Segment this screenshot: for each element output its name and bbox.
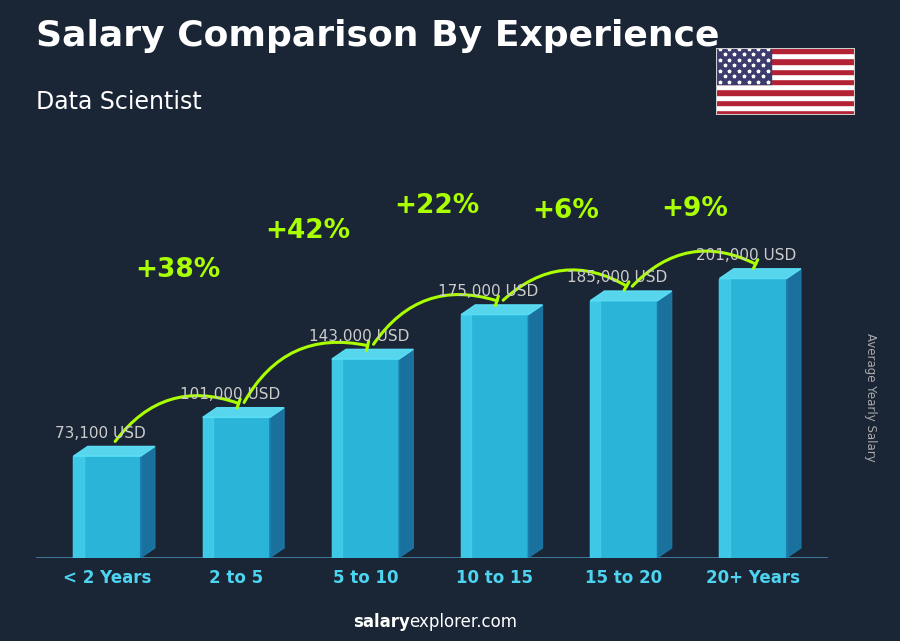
Polygon shape (74, 446, 155, 456)
Text: Data Scientist: Data Scientist (36, 90, 202, 113)
Text: +6%: +6% (532, 198, 599, 224)
Bar (716, 79, 855, 85)
Bar (590, 301, 600, 558)
Text: salary: salary (353, 613, 410, 631)
Polygon shape (270, 408, 284, 558)
Bar (716, 95, 855, 100)
Bar (332, 359, 399, 558)
Text: Salary Comparison By Experience: Salary Comparison By Experience (36, 19, 719, 53)
Bar (716, 105, 855, 110)
Polygon shape (658, 291, 671, 558)
Text: 101,000 USD: 101,000 USD (180, 387, 280, 402)
Text: explorer.com: explorer.com (410, 613, 518, 631)
Polygon shape (528, 305, 543, 558)
Polygon shape (332, 349, 413, 359)
Text: +9%: +9% (662, 196, 728, 222)
Polygon shape (590, 291, 671, 301)
Bar (719, 278, 787, 558)
Bar (716, 69, 855, 74)
Bar (332, 359, 342, 558)
Text: +38%: +38% (136, 256, 220, 283)
Bar (716, 110, 855, 115)
Text: Average Yearly Salary: Average Yearly Salary (865, 333, 878, 462)
Text: +42%: +42% (265, 218, 350, 244)
Bar (716, 53, 855, 58)
Bar (716, 90, 855, 95)
Polygon shape (787, 269, 801, 558)
Bar (74, 456, 140, 558)
Polygon shape (461, 305, 543, 315)
Bar (590, 301, 658, 558)
Bar (716, 100, 855, 105)
Polygon shape (719, 269, 801, 278)
Bar (716, 63, 855, 69)
Bar (716, 48, 855, 53)
Bar (716, 85, 855, 90)
Text: 175,000 USD: 175,000 USD (438, 285, 538, 299)
Bar (719, 278, 730, 558)
Polygon shape (140, 446, 155, 558)
Polygon shape (202, 408, 284, 417)
Bar (202, 417, 212, 558)
Bar (716, 48, 771, 85)
Bar (716, 74, 855, 79)
Text: 73,100 USD: 73,100 USD (55, 426, 146, 441)
Text: 143,000 USD: 143,000 USD (309, 329, 410, 344)
Text: +22%: +22% (394, 193, 479, 219)
Bar (74, 456, 84, 558)
Text: 201,000 USD: 201,000 USD (697, 248, 796, 263)
Bar (461, 315, 528, 558)
Bar (202, 417, 270, 558)
Polygon shape (399, 349, 413, 558)
Bar (716, 58, 855, 63)
Bar (461, 315, 471, 558)
Text: 185,000 USD: 185,000 USD (567, 271, 668, 285)
